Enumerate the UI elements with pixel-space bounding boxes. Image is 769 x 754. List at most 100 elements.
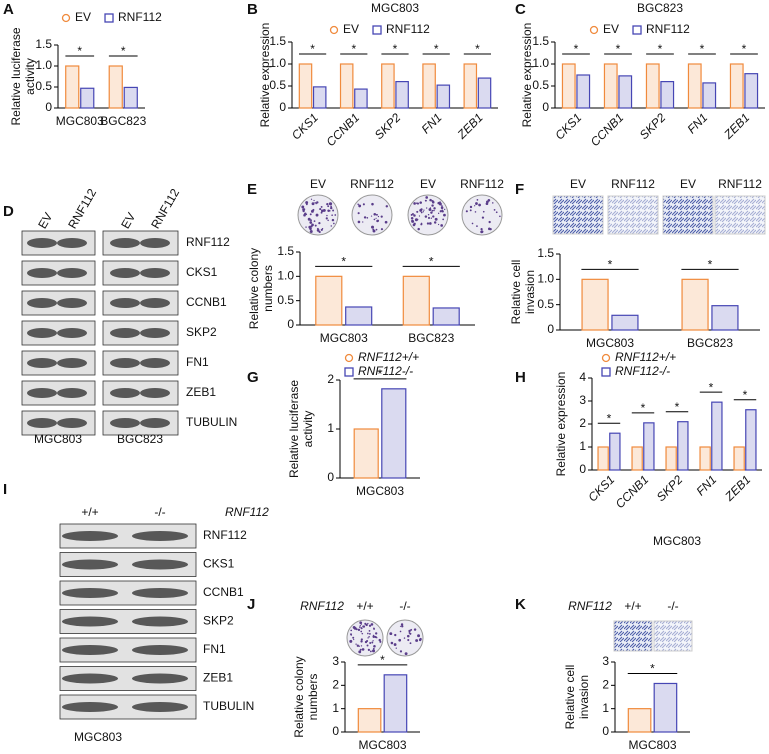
colony (372, 649, 376, 653)
bar (422, 63, 436, 109)
y-tick-label: 0 (547, 322, 554, 336)
invasion-field (552, 195, 604, 235)
legend-label: RNF112 (646, 22, 690, 36)
colony (471, 222, 474, 225)
protein-label: ZEB1 (203, 671, 233, 685)
colony (495, 211, 498, 214)
bar (65, 65, 80, 109)
colony (489, 227, 492, 231)
significance-star: * (121, 44, 126, 58)
panel-label: H (515, 369, 526, 386)
colony (370, 215, 373, 217)
colony (320, 205, 323, 208)
colony (333, 222, 335, 225)
panel-label: K (515, 596, 526, 613)
colony (332, 209, 335, 212)
blot-band (140, 298, 170, 308)
colony (417, 227, 420, 231)
blot-band (132, 673, 188, 684)
blot-band (110, 358, 140, 368)
x-tick-label: CCNB1 (613, 472, 652, 511)
blot-band (62, 531, 118, 541)
colony (417, 634, 421, 638)
legend-label: RNF112-/- (358, 364, 413, 378)
colony (437, 212, 440, 214)
blot-band (132, 702, 188, 712)
bar (312, 86, 327, 109)
colony (360, 638, 363, 641)
image-label: -/- (667, 599, 678, 613)
x-tick-label: CKS1 (289, 110, 321, 142)
invasion-field (607, 195, 659, 235)
blot-band (62, 645, 118, 655)
blot-band (57, 328, 87, 338)
legend-marker (589, 25, 599, 35)
protein-label: CKS1 (186, 265, 218, 279)
bar (603, 63, 618, 109)
colony (370, 623, 374, 626)
colony (425, 196, 428, 199)
colony (424, 215, 428, 218)
bar (402, 275, 430, 326)
colony (371, 202, 374, 206)
significance-star: * (475, 42, 480, 56)
lane-label: RNF112 (148, 186, 182, 231)
bar (345, 306, 373, 326)
y-tick-label: 2 (579, 416, 586, 430)
colony (352, 636, 355, 639)
blot-band (110, 298, 140, 308)
x-tick-label: BGC823 (687, 336, 733, 350)
colony (426, 222, 430, 225)
y-axis-label: Relative luciferase (9, 27, 23, 125)
colony (474, 211, 477, 213)
bar (436, 84, 451, 109)
colony (476, 225, 478, 227)
colony (367, 622, 369, 625)
colony (319, 208, 322, 211)
colony (424, 199, 427, 202)
y-tick-label: 4 (579, 370, 586, 384)
image-label: EV (570, 177, 586, 191)
panel-label: A (3, 1, 14, 18)
colony (429, 222, 432, 225)
colony (439, 201, 441, 203)
colony (427, 216, 431, 219)
colony (398, 638, 402, 642)
colony (362, 625, 366, 628)
colony (328, 202, 332, 206)
colony (358, 650, 362, 654)
colony (310, 209, 314, 213)
colony (431, 209, 434, 212)
colony (373, 645, 376, 648)
blot-band (140, 268, 170, 278)
significance-star: * (743, 388, 748, 402)
colony (413, 628, 417, 631)
significance-star: * (700, 42, 705, 56)
y-tick-label: 1 (327, 421, 334, 435)
colony (486, 200, 489, 204)
colony (354, 628, 356, 630)
y-axis-label: Relative colony (247, 248, 261, 329)
y-tick-label: 0 (332, 724, 339, 738)
x-tick-label: ZEB1 (454, 110, 486, 142)
colony (313, 220, 316, 222)
blot-band (110, 328, 140, 338)
colony (442, 218, 445, 221)
y-tick-label: 3 (332, 654, 339, 668)
bar (660, 80, 675, 109)
y-tick-label: 1.0 (35, 58, 52, 72)
x-tick-label: CKS1 (552, 110, 584, 142)
colony (368, 624, 372, 627)
image-label: RNF112 (350, 177, 394, 191)
colony (310, 219, 312, 222)
colony (403, 637, 406, 639)
blot-band (57, 238, 87, 248)
blot-band (140, 238, 170, 248)
y-tick-label: 0 (327, 470, 334, 484)
colony (444, 208, 446, 211)
colony (425, 207, 428, 209)
colony (368, 630, 371, 632)
colony (416, 210, 419, 213)
colony (478, 203, 481, 207)
colony (359, 625, 361, 627)
